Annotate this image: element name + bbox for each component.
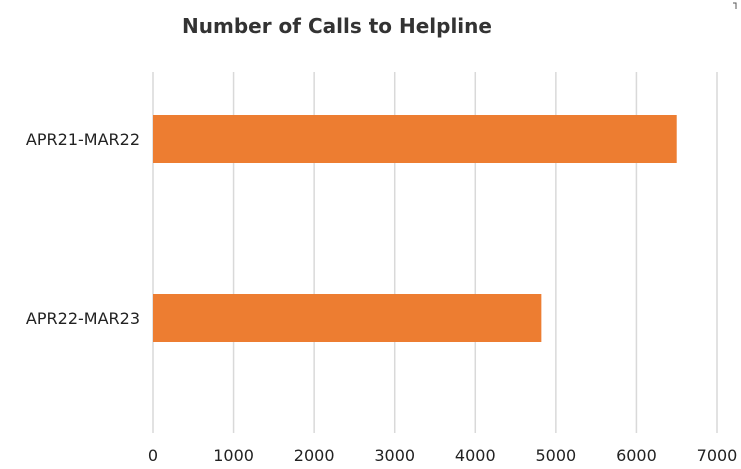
corner-mark	[733, 2, 737, 9]
bar-apr22-mar23	[153, 294, 542, 342]
x-tick-label: 2000	[294, 446, 335, 465]
x-tick-label: 0	[148, 446, 158, 465]
x-tick-label: 5000	[535, 446, 576, 465]
x-tick-label: 6000	[616, 446, 657, 465]
category-label: APR22-MAR23	[26, 309, 140, 328]
bars	[153, 115, 677, 342]
chart-title: Number of Calls to Helpline	[182, 14, 492, 38]
x-tick-label: 1000	[213, 446, 254, 465]
x-tick-label: 3000	[374, 446, 415, 465]
category-label: APR21-MAR22	[26, 130, 140, 149]
bar-apr21-mar22	[153, 115, 677, 163]
x-axis-tick-labels: 0 1000 2000 3000 4000 5000 6000 7000	[148, 446, 737, 465]
x-tick-label: 7000	[697, 446, 738, 465]
x-tick-label: 4000	[455, 446, 496, 465]
category-labels: APR21-MAR22 APR22-MAR23	[26, 130, 140, 328]
